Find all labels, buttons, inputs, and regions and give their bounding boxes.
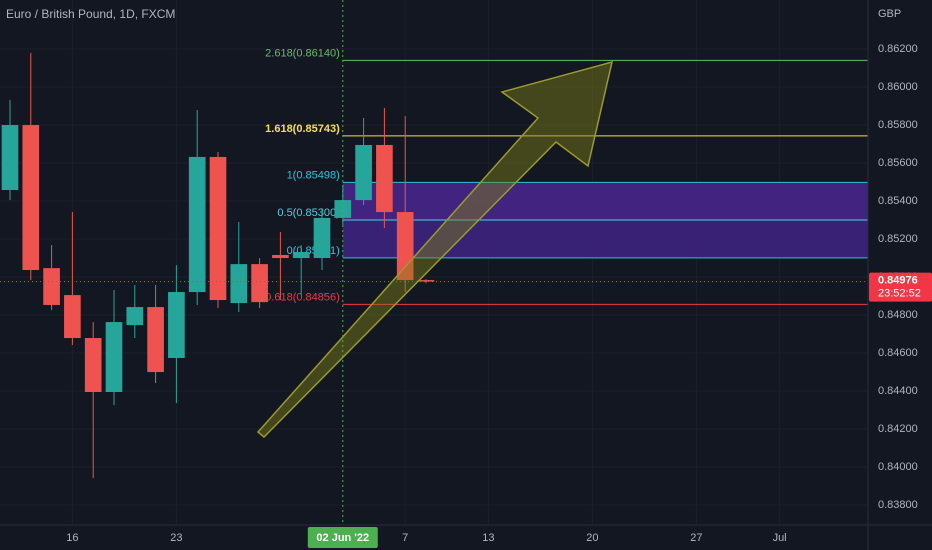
fib-label: 0.5(0.85300) [277,207,339,219]
candle-body [417,280,435,282]
fib-lines: 2.618(0.86140) 1.618(0.85743) 1(0.85498) 0.… [262,47,868,305]
y-tick-label: 0.84600 [878,347,918,359]
chart-title: Euro / British Pound, 1D, FXCM [6,7,175,21]
fib-label: -0.618(0.84856) [262,291,340,303]
candle-body [230,264,248,304]
candle-body [105,322,123,392]
candle-body [376,144,393,213]
x-tick-label: 16 [66,532,78,544]
candle-body [168,292,185,358]
candle-body [188,156,206,293]
candle-body [355,144,372,201]
y-tick-label: 0.85600 [878,157,918,169]
last-price-box [869,272,932,302]
fib-label: 1.618(0.85743) [265,123,340,135]
x-tick-label: 02 Jun '22 [316,532,369,544]
x-tick-label: 7 [402,532,408,544]
x-tick-label: 27 [690,532,702,544]
y-tick-label: 0.85400 [878,195,918,207]
fib-label: 1(0.85498) [287,169,340,181]
y-tick-label: 0.84400 [878,385,918,397]
x-tick-label: 23 [170,532,182,544]
candle-body [334,200,352,218]
candle-body [84,338,102,392]
y-tick-label: 0.84200 [878,423,918,435]
fib-bands [342,182,869,258]
fib-label: 2.618(0.86140) [265,47,340,59]
candles [1,53,435,479]
x-tick-label: 13 [482,532,494,544]
candle-body [126,307,144,326]
candle-body [43,268,60,305]
y-tick-label: 0.84800 [878,309,918,321]
candle-body [64,295,81,339]
candle-body [209,156,227,301]
fib-band [342,182,869,221]
y-tick-label: 0.86000 [878,81,918,93]
y-tick-label: 0.83800 [878,499,918,511]
candle-body [147,307,164,373]
last-price-label: 0.84976 [878,275,918,287]
candle-body [292,251,310,259]
y-tick-label: 0.84000 [878,461,918,473]
y-tick-label: 0.85200 [878,233,918,245]
y-tick-label: 0.86200 [878,43,918,55]
y-tick-label: 0.85800 [878,119,918,131]
y-axis-label: GBP [878,8,901,20]
candle-body [251,264,268,303]
arrow-drawing [256,60,614,439]
candle-body [313,217,331,259]
countdown-label: 23:52:52 [878,288,921,300]
candle-body [1,125,19,191]
candle-body [22,125,40,271]
grid [0,0,868,525]
candle-body [272,254,289,259]
x-tick-label: 20 [586,532,598,544]
x-tick-label: Jul [773,532,787,544]
x-tick-highlight [307,527,378,548]
